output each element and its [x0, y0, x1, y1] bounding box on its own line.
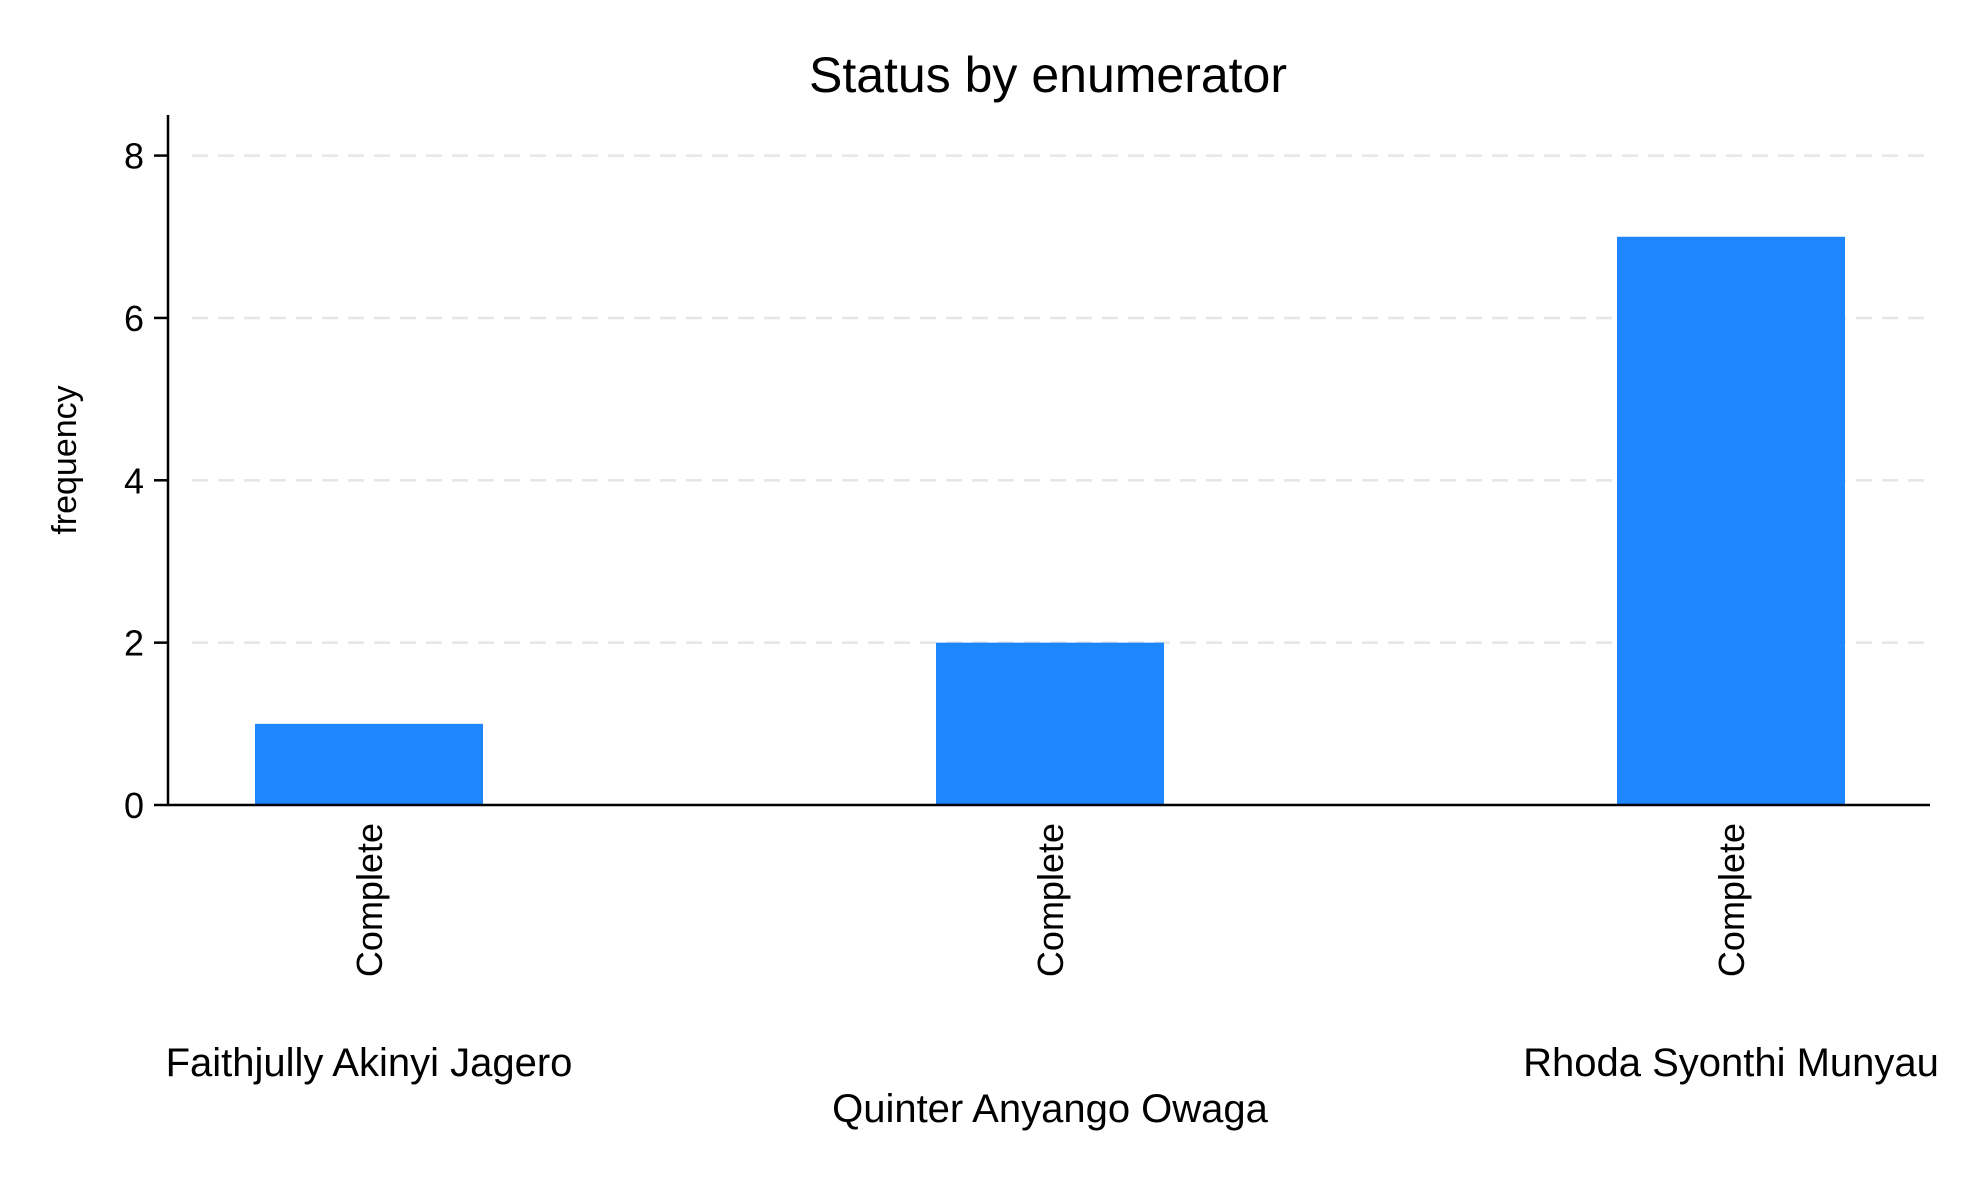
- bar: [936, 642, 1164, 805]
- x-sub-label: Complete: [1030, 823, 1071, 977]
- y-ticks: 0 2 4 6 8: [124, 136, 168, 826]
- x-sub-label: Complete: [1711, 823, 1752, 977]
- x-group-label: Faithjully Akinyi Jagero: [166, 1041, 573, 1085]
- y-tick-label: 6: [124, 298, 144, 339]
- bars: [255, 236, 1845, 805]
- x-group-label: Rhoda Syonthi Munyau: [1523, 1041, 1939, 1085]
- y-tick-label: 8: [124, 136, 144, 177]
- bar: [255, 723, 483, 805]
- y-tick-label: 2: [124, 623, 144, 664]
- x-group-label: Quinter Anyango Owaga: [832, 1087, 1269, 1131]
- y-tick-label: 0: [124, 785, 144, 826]
- y-axis-label: frequency: [46, 385, 84, 534]
- bar: [1617, 236, 1845, 805]
- x-sub-label: Complete: [349, 823, 390, 977]
- y-tick-label: 4: [124, 460, 144, 501]
- chart-title: Status by enumerator: [809, 47, 1287, 103]
- x-labels: Complete Faithjully Akinyi Jagero Complete…: [166, 823, 1939, 1131]
- axes: [166, 115, 1930, 807]
